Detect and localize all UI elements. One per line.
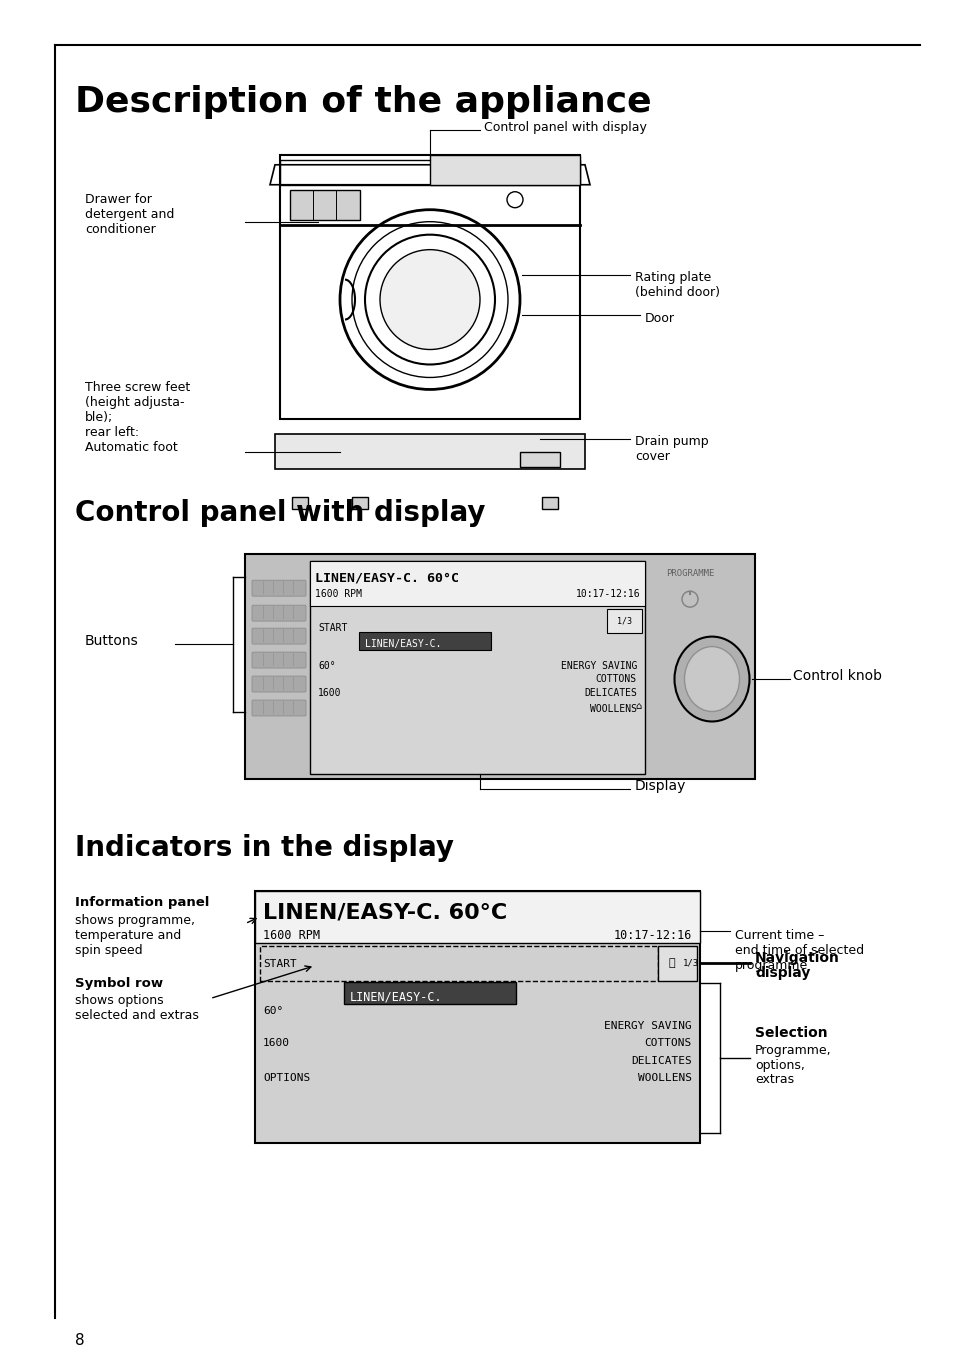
Bar	[606, 610, 641, 633]
Text: LINEN/EASY-C.: LINEN/EASY-C.	[350, 991, 442, 1003]
Bar	[352, 498, 368, 510]
Text: 1600: 1600	[263, 1037, 290, 1048]
Bar	[280, 154, 579, 419]
Ellipse shape	[674, 637, 749, 722]
Text: rear left:: rear left:	[85, 426, 139, 439]
Text: spin speed: spin speed	[75, 944, 143, 957]
Text: Rating plate: Rating plate	[635, 270, 711, 284]
Text: 1600 RPM: 1600 RPM	[314, 589, 361, 599]
Text: 8: 8	[75, 1333, 85, 1348]
Text: ble);: ble);	[85, 411, 113, 425]
Bar	[310, 561, 644, 606]
Text: extras: extras	[754, 1073, 793, 1087]
Text: shows programme,: shows programme,	[75, 914, 194, 926]
Bar	[245, 554, 754, 779]
Text: WOOLLENS: WOOLLENS	[638, 1073, 691, 1083]
FancyBboxPatch shape	[252, 652, 306, 668]
Bar	[292, 498, 308, 510]
Text: conditioner: conditioner	[85, 223, 155, 235]
Text: 10:17-12:16: 10:17-12:16	[613, 929, 691, 942]
Text: Selection: Selection	[754, 1026, 827, 1040]
Bar	[541, 498, 558, 510]
Text: WOOLLENS: WOOLLENS	[589, 704, 637, 714]
Text: Drain pump: Drain pump	[635, 435, 708, 449]
Text: COTTONS: COTTONS	[644, 1037, 691, 1048]
Text: (height adjusta-: (height adjusta-	[85, 396, 184, 410]
Bar	[290, 189, 359, 219]
Text: COTTONS: COTTONS	[596, 675, 637, 684]
Text: Buttons: Buttons	[85, 634, 138, 648]
Text: START: START	[317, 623, 347, 633]
Text: Programme,: Programme,	[754, 1044, 831, 1056]
Text: Description of the appliance: Description of the appliance	[75, 85, 651, 119]
Text: LINEN/EASY-C. 60°C: LINEN/EASY-C. 60°C	[263, 903, 507, 922]
Text: selected and extras: selected and extras	[75, 1009, 198, 1022]
Text: 🔧: 🔧	[667, 959, 674, 968]
Text: LINEN/EASY-C. 60°C: LINEN/EASY-C. 60°C	[314, 571, 458, 584]
Text: Three screw feet: Three screw feet	[85, 381, 190, 395]
Bar	[254, 891, 700, 942]
Text: Information panel: Information panel	[75, 896, 209, 909]
Text: 60°: 60°	[263, 1006, 283, 1015]
Text: START: START	[263, 959, 296, 968]
Circle shape	[379, 250, 479, 350]
Text: Control panel with display: Control panel with display	[75, 499, 485, 527]
FancyBboxPatch shape	[358, 633, 491, 650]
Text: display: display	[754, 965, 809, 980]
Text: 1600 RPM: 1600 RPM	[263, 929, 319, 942]
Text: DELICATES: DELICATES	[631, 1056, 691, 1065]
Text: temperature and: temperature and	[75, 929, 181, 942]
Bar	[519, 453, 559, 468]
FancyBboxPatch shape	[252, 606, 306, 621]
Text: ENERGY SAVING: ENERGY SAVING	[603, 1021, 691, 1030]
Text: end time of selected: end time of selected	[734, 944, 863, 957]
FancyBboxPatch shape	[252, 580, 306, 596]
Text: Navigation: Navigation	[754, 950, 839, 965]
Text: LINEN/EASY-C.: LINEN/EASY-C.	[365, 639, 441, 649]
Ellipse shape	[684, 646, 739, 711]
Text: 10:17-12:16: 10:17-12:16	[575, 589, 639, 599]
Text: ENERGY SAVING: ENERGY SAVING	[560, 661, 637, 671]
Text: programme: programme	[734, 959, 807, 972]
Text: Symbol row: Symbol row	[75, 976, 163, 990]
Text: Door: Door	[644, 311, 675, 324]
Text: options,: options,	[754, 1059, 804, 1072]
FancyBboxPatch shape	[252, 676, 306, 692]
Text: Control knob: Control knob	[792, 669, 882, 683]
Text: ⌂: ⌂	[635, 700, 641, 711]
Text: Current time –: Current time –	[734, 929, 823, 942]
Text: PROGRAMME: PROGRAMME	[665, 569, 714, 579]
Bar	[260, 945, 658, 980]
Bar	[430, 154, 579, 185]
Text: detergent and: detergent and	[85, 208, 174, 220]
Text: DELICATES: DELICATES	[583, 688, 637, 698]
Text: 1/3: 1/3	[682, 959, 699, 968]
Text: Indicators in the display: Indicators in the display	[75, 834, 454, 861]
Bar	[310, 561, 644, 773]
Text: 1600: 1600	[317, 688, 341, 698]
FancyBboxPatch shape	[252, 629, 306, 644]
Text: 60°: 60°	[317, 661, 335, 671]
Text: (behind door): (behind door)	[635, 285, 720, 299]
FancyBboxPatch shape	[344, 982, 516, 1003]
Text: Drawer for: Drawer for	[85, 193, 152, 206]
Text: Control panel with display: Control panel with display	[483, 122, 646, 134]
Text: Automatic foot: Automatic foot	[85, 441, 177, 454]
Text: shows options: shows options	[75, 994, 164, 1007]
Bar	[280, 160, 579, 185]
FancyBboxPatch shape	[252, 700, 306, 717]
Bar	[658, 945, 697, 980]
Text: 1/3: 1/3	[617, 617, 631, 626]
Bar	[254, 891, 700, 1144]
Text: Display: Display	[635, 779, 685, 792]
Text: OPTIONS: OPTIONS	[263, 1073, 310, 1083]
Text: cover: cover	[635, 450, 669, 464]
Bar	[274, 434, 584, 469]
